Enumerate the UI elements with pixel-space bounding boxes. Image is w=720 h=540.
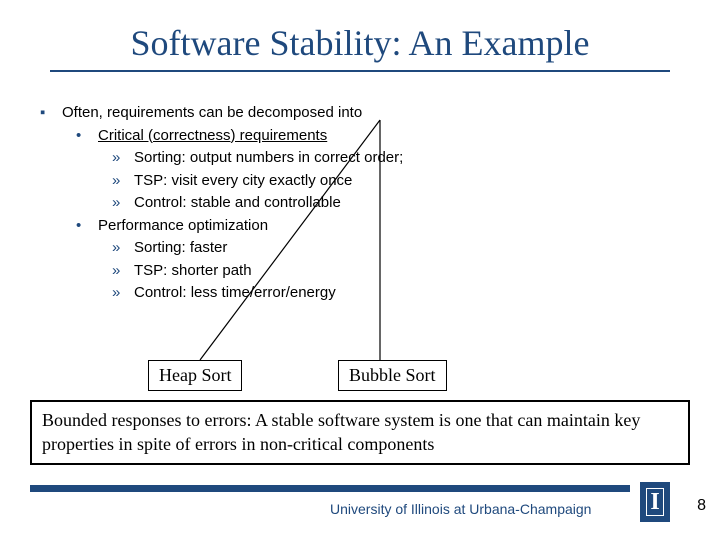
dot-bullet-icon: • — [76, 125, 98, 148]
footer-text: University of Illinois at Urbana-Champai… — [330, 501, 591, 517]
bullet-sub2-item-text: Sorting: faster — [134, 239, 227, 256]
raquo-bullet-icon: » — [112, 260, 134, 283]
bullet-sub2-item-text: TSP: shorter path — [134, 262, 252, 279]
raquo-bullet-icon: » — [112, 192, 134, 215]
bullet-main-text: Often, requirements can be decomposed in… — [62, 104, 362, 121]
slide-title: Software Stability: An Example — [0, 0, 720, 70]
heap-sort-box: Heap Sort — [148, 360, 242, 391]
bullet-main: ▪Often, requirements can be decomposed i… — [40, 102, 720, 125]
illinois-logo: I — [640, 482, 670, 522]
raquo-bullet-icon: » — [112, 170, 134, 193]
raquo-bullet-icon: » — [112, 147, 134, 170]
raquo-bullet-icon: » — [112, 282, 134, 305]
bullet-sub2: •Performance optimization — [40, 215, 720, 238]
bullet-sub2-item: »Control: less time/error/energy — [40, 282, 720, 305]
dot-bullet-icon: • — [76, 215, 98, 238]
page-number: 8 — [697, 497, 706, 515]
bullet-sub1-text: Critical (correctness) requirements — [98, 127, 327, 144]
bullet-sub1-item: »TSP: visit every city exactly once — [40, 170, 720, 193]
summary-box: Bounded responses to errors: A stable so… — [30, 400, 690, 465]
bullet-sub1: •Critical (correctness) requirements — [40, 125, 720, 148]
footer-bar — [30, 485, 630, 492]
bullet-sub1-item: »Control: stable and controllable — [40, 192, 720, 215]
raquo-bullet-icon: » — [112, 237, 134, 260]
square-bullet-icon: ▪ — [40, 102, 62, 125]
illinois-logo-i-icon: I — [646, 488, 664, 516]
bullet-sub1-item-text: Sorting: output numbers in correct order… — [134, 149, 403, 166]
bullet-sub2-item: »TSP: shorter path — [40, 260, 720, 283]
bubble-sort-box: Bubble Sort — [338, 360, 447, 391]
bullet-sub2-text: Performance optimization — [98, 217, 268, 234]
bullet-sub2-item: »Sorting: faster — [40, 237, 720, 260]
bullet-sub1-item-text: TSP: visit every city exactly once — [134, 172, 352, 189]
bullet-sub2-item-text: Control: less time/error/energy — [134, 284, 336, 301]
title-underline — [50, 70, 670, 72]
content-area: ▪Often, requirements can be decomposed i… — [0, 102, 720, 305]
bullet-sub1-item-text: Control: stable and controllable — [134, 194, 341, 211]
bullet-sub1-item: »Sorting: output numbers in correct orde… — [40, 147, 720, 170]
